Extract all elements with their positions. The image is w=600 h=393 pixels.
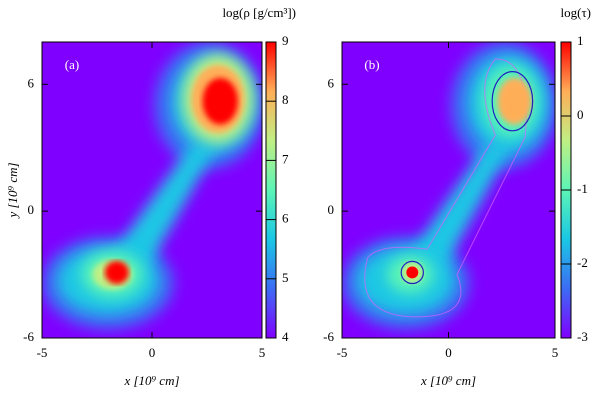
x-tick-label: 5 bbox=[552, 345, 559, 360]
y-tick-label: 0 bbox=[28, 202, 35, 217]
colorbar-tick-label: -2 bbox=[577, 255, 588, 270]
x-axis-label: x [10⁹ cm] bbox=[420, 373, 476, 388]
heatmap-region bbox=[104, 260, 129, 285]
core bbox=[406, 266, 419, 279]
panel-label: (b) bbox=[364, 57, 379, 72]
colorbar-tick-label: 5 bbox=[282, 270, 289, 285]
y-tick-label: 0 bbox=[328, 202, 335, 217]
y-tick-label: -6 bbox=[323, 329, 334, 344]
x-tick-label: 0 bbox=[149, 345, 156, 360]
heatmap-region bbox=[103, 137, 223, 284]
y-tick-label: -6 bbox=[23, 329, 34, 344]
heatmap-region bbox=[497, 77, 532, 125]
colorbar-label: log(ρ [g/cm³]) bbox=[222, 5, 296, 20]
colorbar-tick-label: 7 bbox=[282, 151, 289, 166]
colorbar-tick-label: 6 bbox=[282, 211, 289, 226]
contour bbox=[491, 70, 534, 132]
x-tick-label: 5 bbox=[259, 345, 266, 360]
x-tick-label: -5 bbox=[37, 345, 48, 360]
x-tick-label: -5 bbox=[337, 345, 348, 360]
heatmap-region bbox=[401, 137, 517, 284]
y-axis-label: y [10⁹ cm] bbox=[5, 162, 20, 219]
contour bbox=[400, 260, 424, 285]
colorbar-tick-label: 4 bbox=[282, 329, 289, 344]
colorbar-tick-label: 0 bbox=[577, 107, 584, 122]
colorbar-label: log(τ) bbox=[561, 5, 592, 20]
x-axis-label: x [10⁹ cm] bbox=[123, 373, 179, 388]
colorbar-tick-label: 9 bbox=[282, 33, 289, 48]
panel-label: (a) bbox=[65, 57, 79, 72]
colorbar bbox=[265, 41, 277, 339]
heatmap-region bbox=[202, 77, 238, 125]
x-tick-label: 0 bbox=[445, 345, 452, 360]
colorbar-tick-label: -3 bbox=[577, 329, 588, 344]
colorbar-tick-label: 8 bbox=[282, 92, 289, 107]
heatmap bbox=[42, 42, 262, 338]
y-tick-label: 6 bbox=[328, 75, 335, 90]
colorbar-tick-label: 1 bbox=[577, 33, 584, 48]
y-tick-label: 6 bbox=[28, 75, 35, 90]
heatmap bbox=[342, 42, 555, 338]
colorbar-tick-label: -1 bbox=[577, 181, 588, 196]
